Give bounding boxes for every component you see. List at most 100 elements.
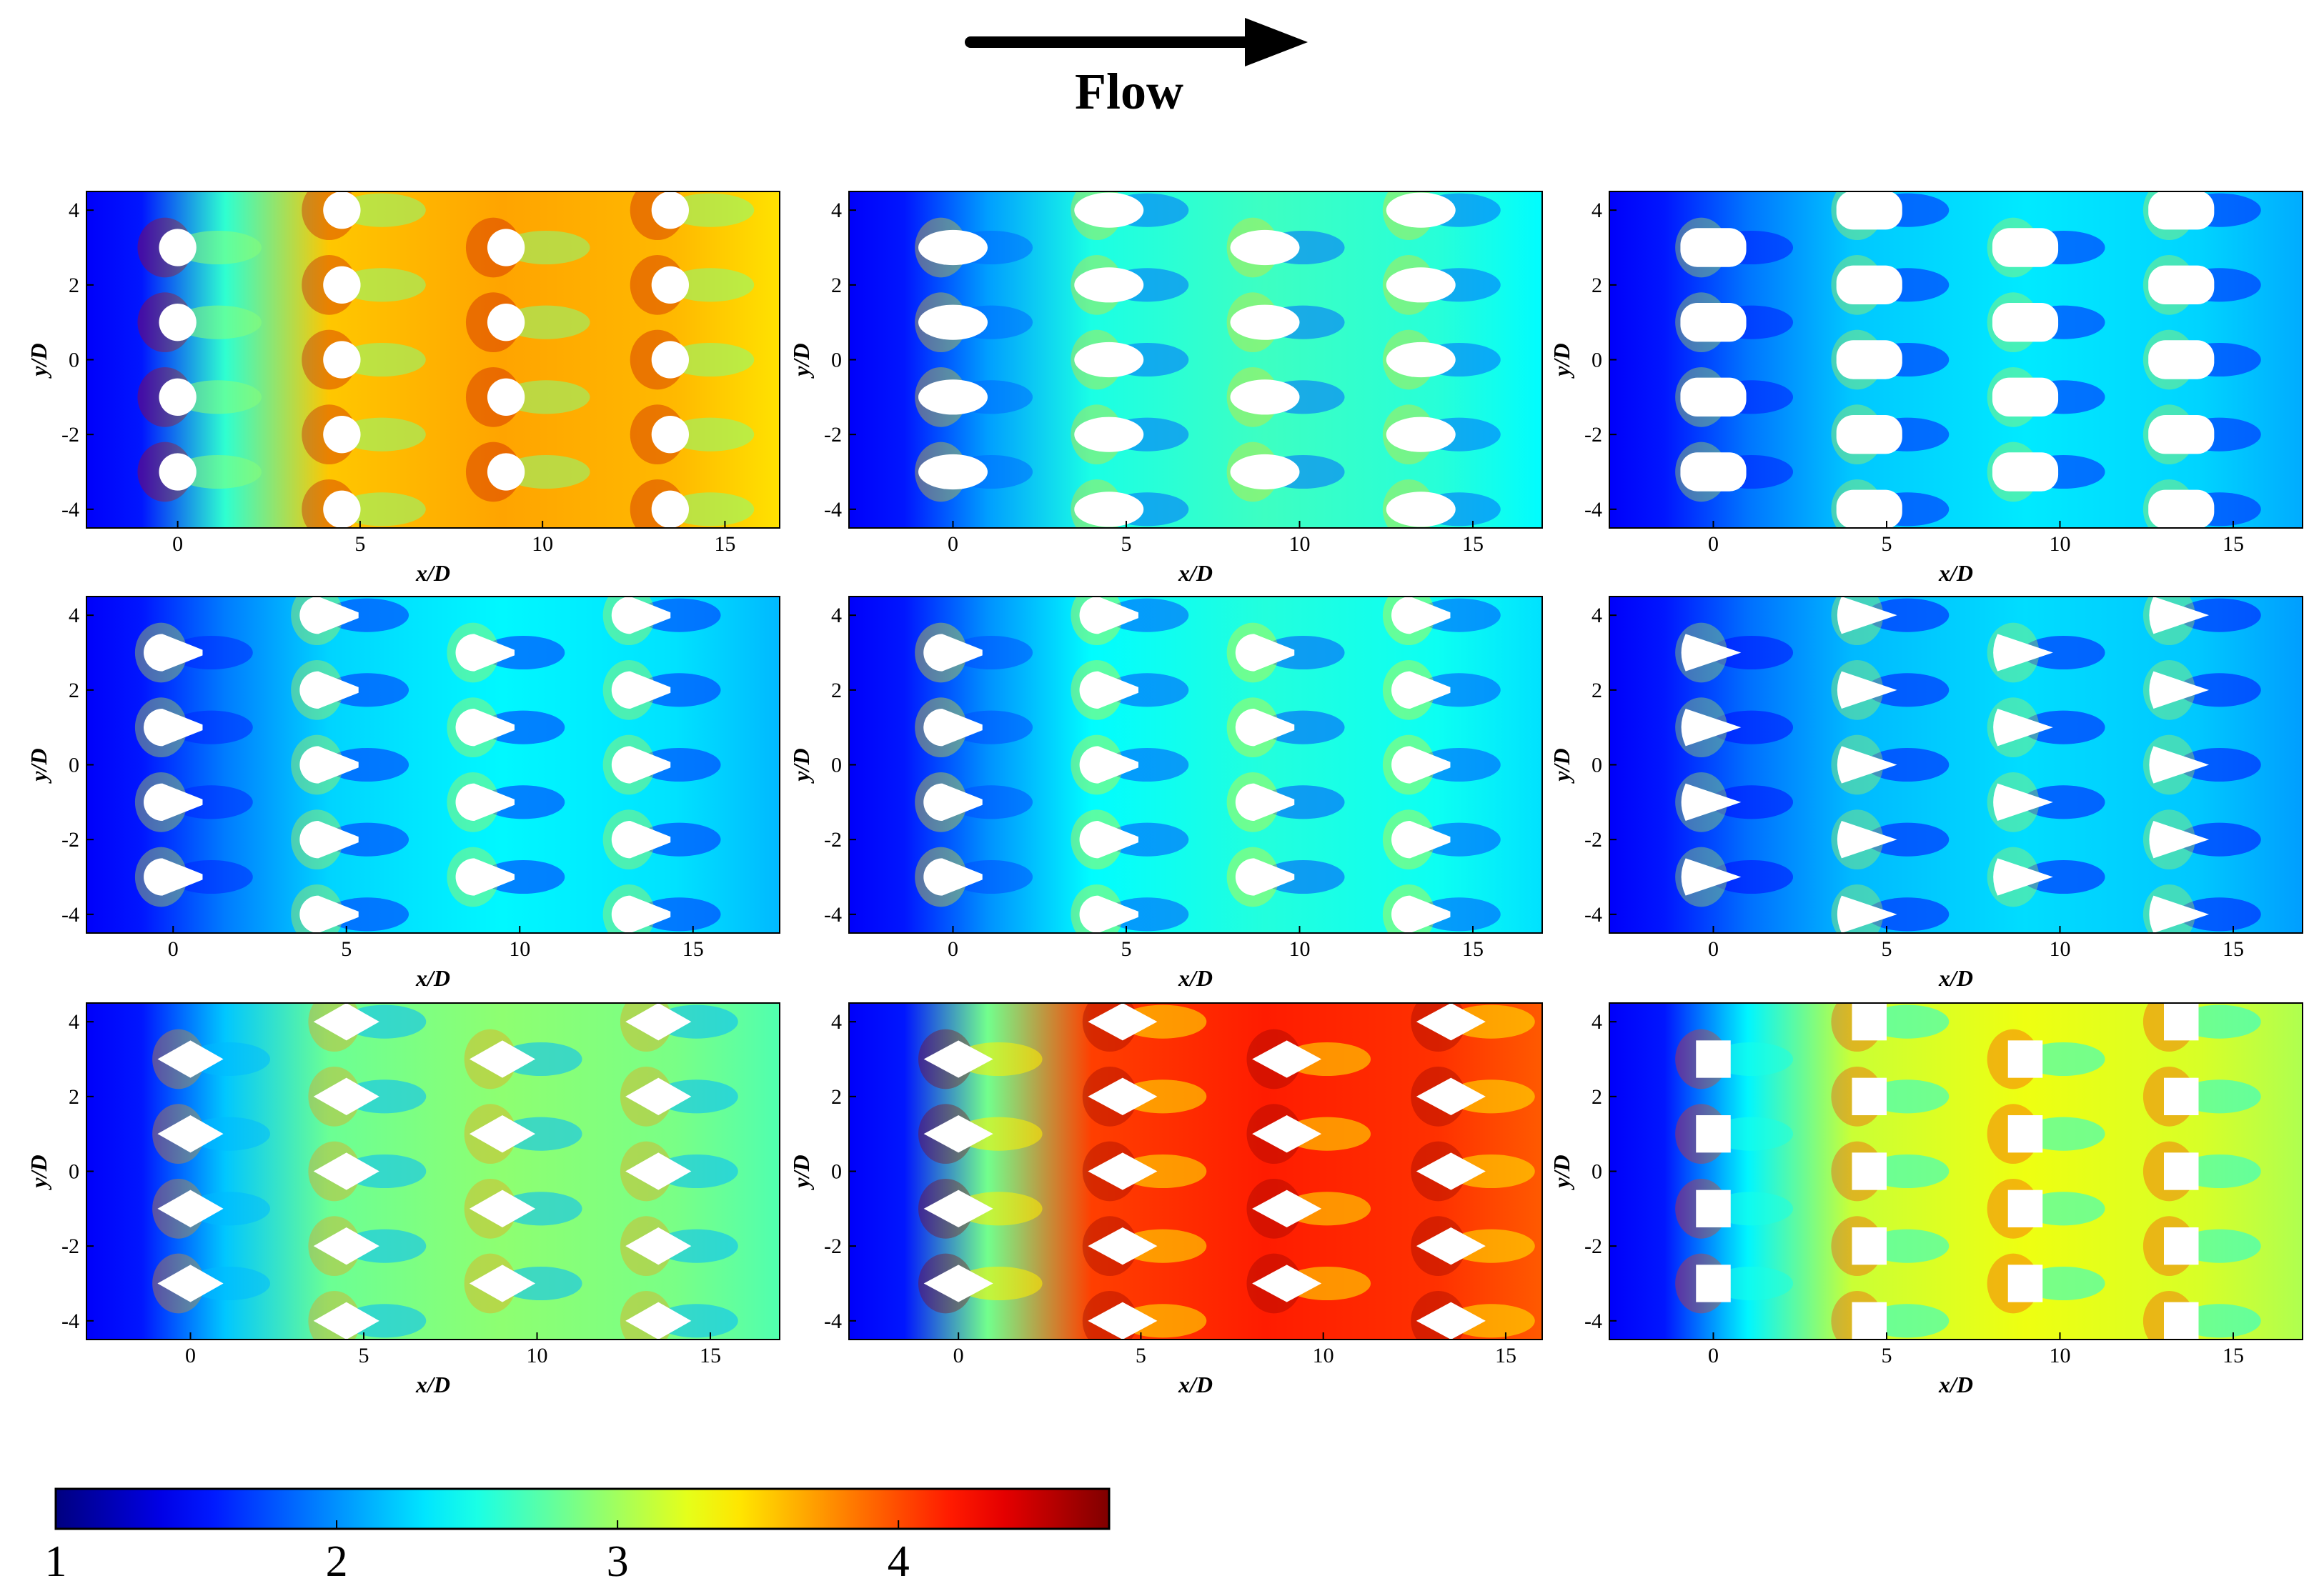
teardrop-obstacle	[1391, 895, 1451, 933]
teardrop-obstacle	[455, 858, 515, 896]
y-axis-label: y/D	[788, 748, 814, 784]
diamond-obstacle	[1088, 1302, 1158, 1340]
teardrop-obstacle	[923, 783, 983, 821]
y-tick-label: 2	[831, 679, 842, 702]
y-tick-label: 4	[831, 1010, 842, 1034]
ellipse-obstacle	[918, 229, 988, 266]
y-tick-label: -2	[61, 423, 79, 447]
x-axis-label: x/D	[1938, 1372, 1973, 1397]
wake-region	[174, 380, 262, 414]
x-tick-label: 5	[1882, 532, 1892, 556]
y-tick-label: -4	[61, 1310, 79, 1333]
wake-region	[1709, 785, 1794, 819]
flow-label: Flow	[1075, 63, 1183, 120]
teardrop-obstacle	[923, 634, 983, 672]
triangle-obstacle	[1993, 858, 2053, 896]
wake-region	[2177, 747, 2261, 782]
teardrop-obstacle	[299, 895, 359, 933]
rounded-obstacle	[2148, 191, 2215, 230]
teardrop-obstacle	[144, 634, 203, 672]
diamond-obstacle	[625, 1152, 692, 1190]
wake-region	[325, 598, 409, 632]
wake-region	[2177, 598, 2261, 632]
y-tick-label: 2	[1591, 274, 1602, 297]
wake-region	[481, 710, 565, 744]
diamond-obstacle	[625, 1077, 692, 1115]
circle-obstacle	[323, 266, 361, 304]
y-axis: 4 2 0 -2 -4 y/D	[788, 604, 856, 927]
x-axis: 0 5 10 15 x/D	[948, 926, 1484, 991]
x-tick-label: 15	[1495, 1344, 1516, 1367]
wake-region	[1417, 598, 1501, 632]
x-tick-label: 15	[1462, 937, 1484, 961]
wake-region	[502, 305, 590, 339]
y-tick-label: 0	[1591, 1160, 1602, 1184]
rounded-obstacle	[1992, 377, 2059, 417]
wake-region	[1261, 785, 1345, 819]
teardrop-obstacle	[299, 671, 359, 709]
y-tick-label: 4	[1591, 199, 1602, 222]
square-obstacle	[1696, 1190, 1731, 1227]
wake-region	[949, 859, 1033, 894]
x-axis-label: x/D	[1178, 1372, 1213, 1397]
y-tick-label: 4	[1591, 604, 1602, 627]
teardrop-obstacle	[144, 709, 203, 747]
diamond-obstacle	[1252, 1190, 1322, 1227]
diamond-obstacle	[1416, 1077, 1486, 1115]
teardrop-obstacle	[923, 709, 983, 747]
circle-obstacle	[487, 304, 525, 341]
teardrop-obstacle	[455, 709, 515, 747]
y-tick-label: 4	[69, 199, 79, 222]
wake-region	[2177, 897, 2261, 932]
y-axis-label: y/D	[26, 748, 51, 784]
wake-region	[1105, 673, 1189, 707]
wake-region	[637, 598, 721, 632]
y-tick-label: 0	[1591, 349, 1602, 372]
wake-region	[1865, 598, 1950, 632]
ellipse-obstacle	[1386, 267, 1456, 303]
teardrop-obstacle	[299, 597, 359, 634]
x-tick-label: 5	[1121, 532, 1132, 556]
ellipse-obstacle	[918, 379, 988, 415]
triangle-obstacle	[1837, 746, 1897, 784]
x-tick-label: 15	[1462, 532, 1484, 556]
obstacle-array	[918, 1003, 1535, 1340]
ellipse-obstacle	[1230, 304, 1300, 340]
circle-obstacle	[159, 453, 197, 491]
y-tick-label: 4	[831, 199, 842, 222]
teardrop-obstacle	[611, 821, 671, 859]
wake-region	[637, 673, 721, 707]
square-obstacle	[2164, 1003, 2199, 1041]
wake-region	[1865, 747, 1950, 782]
circle-obstacle	[159, 378, 197, 416]
wake-region	[1261, 859, 1345, 894]
x-tick-label: 0	[1708, 937, 1719, 961]
colorbar-tick-label: 4	[888, 1537, 910, 1586]
teardrop-obstacle	[611, 746, 671, 784]
circle-obstacle	[487, 453, 525, 491]
teardrop-obstacle	[1235, 783, 1295, 821]
panel-7-diamond: 0 5 10 15 x/D 4 2 0 -2 -4 y/D	[26, 1002, 780, 1397]
diamond-obstacle	[469, 1265, 536, 1302]
rounded-obstacle	[1992, 302, 2059, 342]
y-tick-label: 4	[831, 604, 842, 627]
wake-region	[1105, 822, 1189, 857]
teardrop-obstacle	[1391, 746, 1451, 784]
diamond-obstacle	[1252, 1040, 1322, 1078]
y-axis-label: y/D	[1549, 343, 1574, 379]
wake-region	[325, 673, 409, 707]
y-axis: 4 2 0 -2 -4 y/D	[1549, 1010, 1617, 1333]
y-tick-label: 4	[1591, 1010, 1602, 1034]
y-tick-label: 0	[831, 1160, 842, 1184]
wake-region	[338, 417, 426, 452]
square-obstacle	[2164, 1152, 2199, 1190]
ellipse-obstacle	[1074, 417, 1144, 452]
teardrop-obstacle	[144, 858, 203, 896]
triangle-obstacle	[2149, 821, 2210, 859]
colorbar-tick-label: 3	[607, 1537, 629, 1586]
x-tick-label: 10	[2050, 937, 2071, 961]
diamond-obstacle	[1416, 1227, 1486, 1265]
triangle-obstacle	[2149, 895, 2210, 933]
x-axis-label: x/D	[1178, 560, 1213, 586]
diamond-obstacle	[1416, 1003, 1486, 1041]
